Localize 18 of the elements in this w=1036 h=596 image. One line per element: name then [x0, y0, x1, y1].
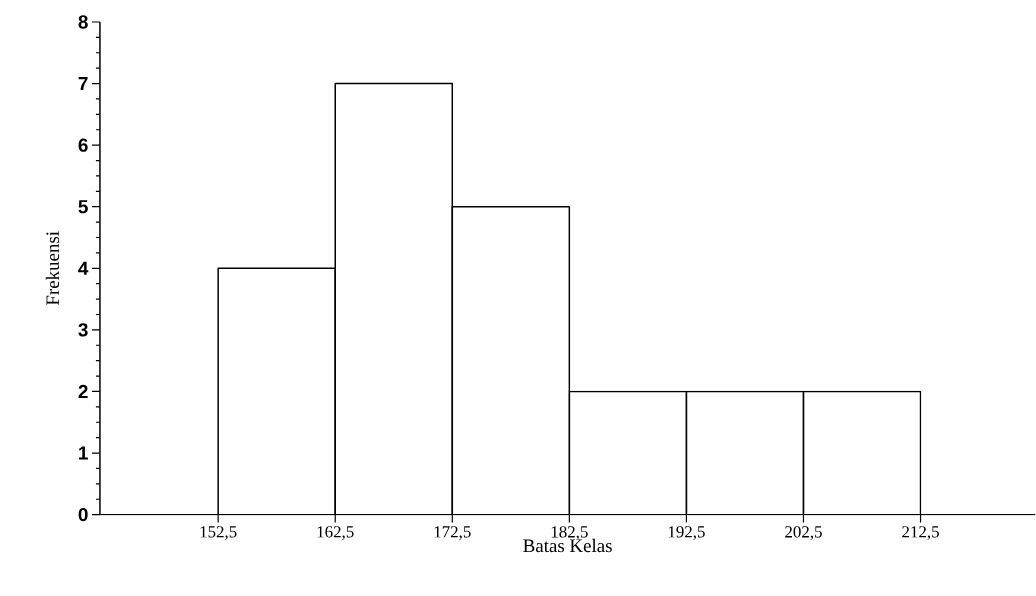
x-tick-label: 172,5: [434, 526, 471, 541]
y-tick-label: 7: [78, 77, 88, 91]
y-tick-label: 4: [78, 262, 89, 276]
y-tick-label: 5: [78, 200, 88, 214]
x-tick-label: 202,5: [785, 526, 822, 541]
y-tick-label: 8: [78, 15, 88, 29]
y-tick-label: 2: [78, 385, 88, 399]
y-axis-title: Frekuensi: [45, 231, 60, 306]
y-tick-label: 3: [78, 323, 88, 337]
x-tick-label: 152,5: [200, 526, 237, 541]
x-tick-label: 182,5: [551, 526, 588, 541]
x-tick-label: 212,5: [902, 526, 939, 541]
x-tick-label: 162,5: [317, 526, 354, 541]
x-tick-label: 192,5: [668, 526, 705, 541]
x-axis-title: Batas Kelas: [523, 539, 612, 553]
y-tick-label: 0: [78, 508, 88, 522]
y-tick-label: 1: [79, 446, 88, 460]
y-tick-label: 6: [78, 138, 88, 153]
